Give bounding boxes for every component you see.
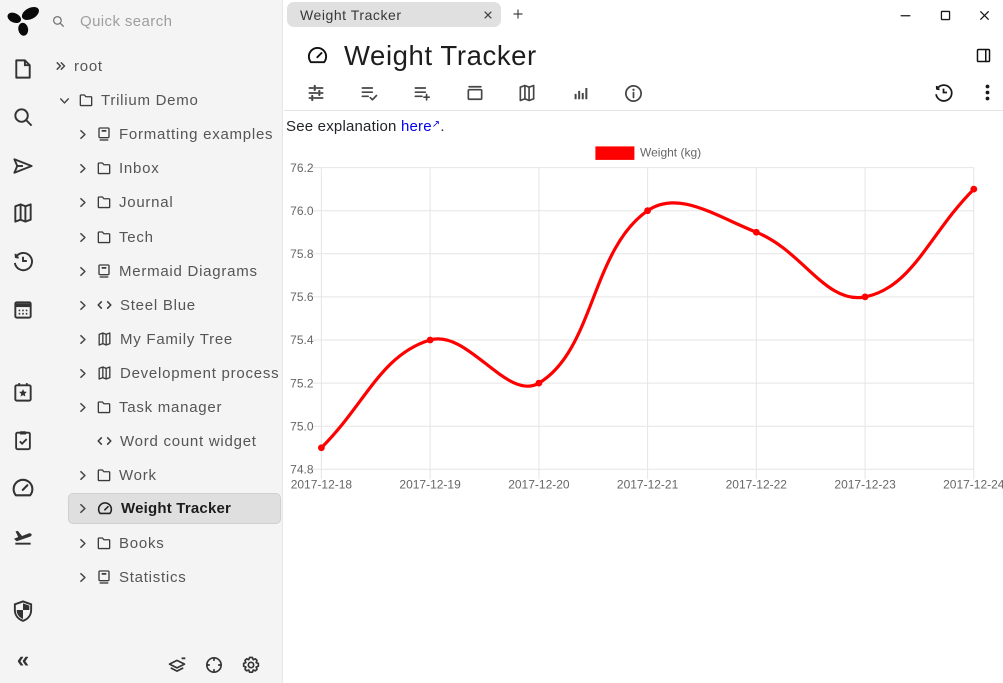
svg-text:2017-12-22: 2017-12-22 bbox=[726, 478, 788, 492]
svg-text:2017-12-20: 2017-12-20 bbox=[508, 478, 570, 492]
svg-text:75.2: 75.2 bbox=[290, 376, 314, 390]
svg-text:75.4: 75.4 bbox=[290, 333, 314, 347]
svg-text:74.8: 74.8 bbox=[290, 463, 314, 477]
svg-text:76.2: 76.2 bbox=[290, 161, 314, 175]
svg-text:75.0: 75.0 bbox=[290, 419, 314, 433]
svg-text:75.8: 75.8 bbox=[290, 247, 314, 261]
svg-text:2017-12-18: 2017-12-18 bbox=[291, 478, 353, 492]
svg-text:2017-12-21: 2017-12-21 bbox=[617, 478, 679, 492]
svg-text:76.0: 76.0 bbox=[290, 204, 314, 218]
svg-text:2017-12-19: 2017-12-19 bbox=[399, 478, 461, 492]
svg-text:Weight (kg): Weight (kg) bbox=[640, 146, 701, 160]
svg-text:2017-12-24: 2017-12-24 bbox=[943, 478, 1003, 492]
svg-text:75.6: 75.6 bbox=[290, 290, 314, 304]
svg-text:2017-12-23: 2017-12-23 bbox=[834, 478, 896, 492]
